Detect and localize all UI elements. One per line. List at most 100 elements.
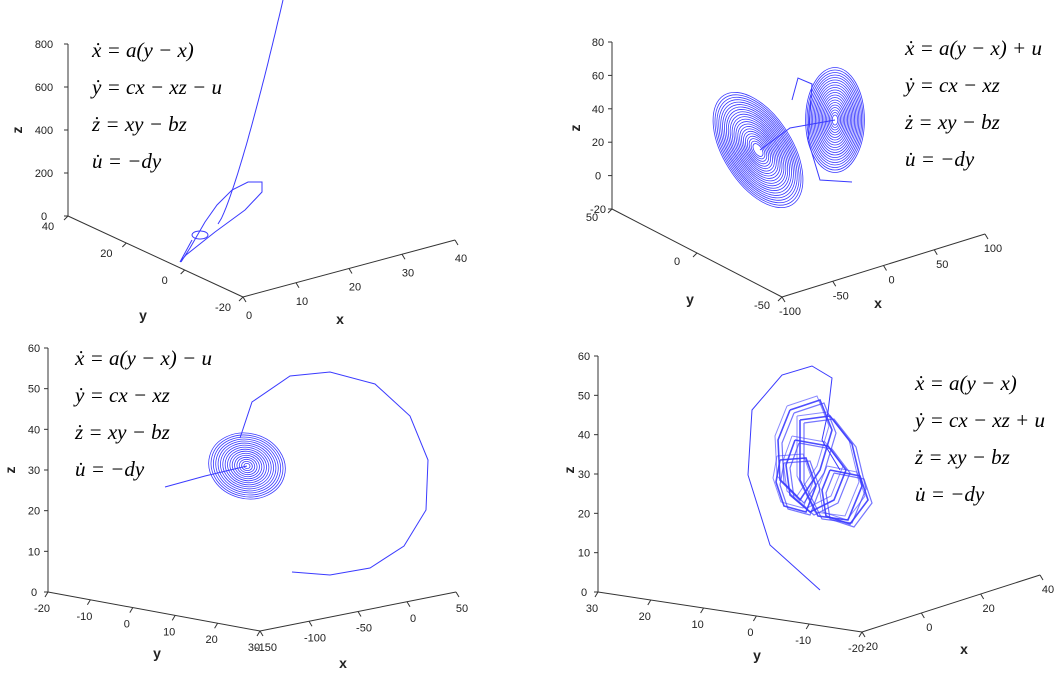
y-tick-label: 10 <box>691 619 703 631</box>
equation-0-2: ż = xy − bz <box>92 112 187 136</box>
x-tick <box>1039 574 1044 581</box>
z-axis-label: z <box>567 125 583 132</box>
equation-3-0: ẋ = a(y − x) <box>915 371 1017 395</box>
z-tick-label: 10 <box>28 546 40 558</box>
attractor-loop <box>789 442 851 516</box>
attractor-loop <box>803 418 867 524</box>
y-axis-label: y <box>153 645 161 661</box>
x-tick-label: 50 <box>456 603 468 615</box>
z-tick-label: 0 <box>581 587 587 599</box>
x-tick-label: -50 <box>356 623 372 635</box>
x-tick <box>406 601 411 608</box>
left-wing-orbit <box>750 140 766 160</box>
tail-line <box>164 465 248 488</box>
right-wing-orbit <box>823 99 847 141</box>
z-tick-label: 0 <box>41 211 47 223</box>
x-tick <box>920 612 925 619</box>
z-tick-label: 60 <box>578 351 590 363</box>
z-tick-label: 60 <box>28 343 40 355</box>
x-tick <box>781 296 786 303</box>
y-tick-label: -20 <box>34 603 50 615</box>
right-wing-orbit <box>829 109 842 131</box>
connector-2 <box>791 77 853 183</box>
z-tick-label: -20 <box>590 204 606 216</box>
x-tick <box>883 265 887 271</box>
y-tick <box>129 607 134 613</box>
z-tick-label: 20 <box>28 506 40 518</box>
x-tick-label: 40 <box>1042 584 1054 596</box>
left-wing-orbit <box>737 123 779 177</box>
connector-1 <box>759 119 836 151</box>
z-tick-label: 600 <box>35 82 53 94</box>
outer-arc <box>239 371 429 576</box>
y-tick-label: 30 <box>586 603 598 615</box>
x-tick <box>861 631 866 638</box>
z-tick-label: 60 <box>592 70 604 82</box>
attractor-loop <box>781 402 837 504</box>
start-arc <box>747 365 841 591</box>
focus-orbit <box>238 458 256 474</box>
x-tick-label: -100 <box>779 306 801 318</box>
right-wing-orbit <box>827 107 843 133</box>
right-wing-orbit <box>822 97 849 143</box>
x-axis-line <box>861 574 1041 633</box>
left-wing-orbit <box>746 135 770 165</box>
x-tick-label: -150 <box>255 642 277 654</box>
x-tick <box>455 591 460 598</box>
y-tick <box>44 591 49 598</box>
equation-0-3: u̇ = −dy <box>92 149 162 173</box>
z-tick-label: 20 <box>592 137 604 149</box>
right-wing-orbit <box>816 87 854 153</box>
right-wing-orbit <box>824 102 846 138</box>
right-wing-orbit <box>830 112 840 128</box>
equation-2-3: u̇ = −dy <box>75 457 145 481</box>
y-tick <box>777 296 783 302</box>
y-axis-label: y <box>686 291 694 307</box>
attractor-loop <box>772 453 814 509</box>
z-tick-label: 40 <box>592 104 604 116</box>
x-tick-label: 50 <box>936 259 948 271</box>
focus-orbit <box>236 456 258 476</box>
y-tick-label: 0 <box>162 275 168 287</box>
equation-2-1: ẏ = cx − xz <box>75 383 170 407</box>
equation-3-2: ż = xy − bz <box>915 445 1010 469</box>
attractor-loop <box>782 435 844 509</box>
x-tick-label: 100 <box>984 243 1002 255</box>
y-tick-label: -10 <box>795 635 811 647</box>
x-tick-label: 0 <box>926 622 932 634</box>
z-axis-label: z <box>561 467 577 474</box>
y-tick <box>700 607 705 614</box>
y-tick <box>594 591 599 598</box>
x-tick <box>357 611 362 617</box>
attractor-loop <box>779 460 821 516</box>
y-tick <box>180 269 186 275</box>
equation-1-2: ż = xy − bz <box>905 110 1000 134</box>
right-wing-orbit <box>815 84 856 156</box>
z-tick-label: 200 <box>35 168 53 180</box>
right-wing-orbit <box>810 77 860 163</box>
left-wing-orbit <box>739 126 777 174</box>
right-wing-orbit <box>806 69 864 171</box>
equation-3-1: ẏ = cx − xz + u <box>915 408 1045 432</box>
y-tick-label: -20 <box>848 643 864 655</box>
right-wing-orbit <box>819 92 851 148</box>
y-tick <box>607 208 613 214</box>
z-axis-label: z <box>9 127 25 134</box>
attractor-loop <box>775 457 817 513</box>
x-tick-label: 20 <box>349 282 361 294</box>
x-tick <box>933 249 938 256</box>
x-tick <box>308 620 313 627</box>
z-tick-label: 10 <box>578 548 590 560</box>
focus-orbit <box>224 446 270 486</box>
y-tick-label: 20 <box>639 611 651 623</box>
x-tick-label: -100 <box>304 632 326 644</box>
focus-orbit <box>229 450 265 482</box>
left-wing-orbit <box>716 96 800 204</box>
x-tick <box>984 233 989 240</box>
left-wing-orbit <box>725 109 791 191</box>
right-wing-orbit <box>808 72 863 168</box>
x-tick <box>454 239 459 246</box>
x-tick-label: 0 <box>246 310 252 322</box>
x-tick <box>401 253 406 260</box>
